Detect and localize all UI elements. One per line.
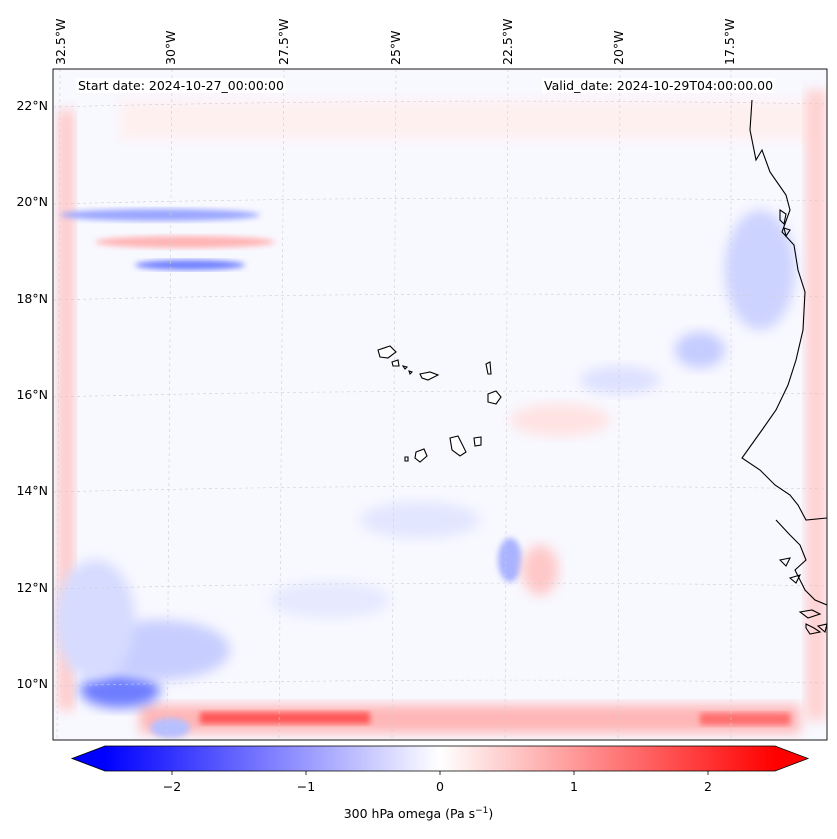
- colorbar-extend-min: [72, 746, 105, 771]
- colorbar-tick-label: 2: [704, 779, 712, 794]
- lat-label: 20°N: [16, 194, 48, 209]
- lon-label: 25°W: [388, 30, 403, 65]
- lon-label: 27.5°W: [276, 18, 291, 65]
- lat-label: 18°N: [16, 291, 48, 306]
- colorbar-gradient: [105, 746, 775, 771]
- lon-label: 17.5°W: [722, 18, 737, 65]
- map-frame: [52, 68, 828, 741]
- start-date-label: Start date: 2024-10-27_00:00:00: [76, 78, 286, 93]
- lon-label: 30°W: [163, 30, 178, 65]
- lat-label: 16°N: [16, 387, 48, 402]
- omega-field: [53, 69, 827, 740]
- coastline: [741, 99, 827, 635]
- colorbar-extend-max: [775, 746, 808, 771]
- lat-label: 14°N: [16, 483, 48, 498]
- colorbar-tick-label: 1: [570, 779, 578, 794]
- lat-label: 12°N: [16, 580, 48, 595]
- lat-label: 22°N: [16, 98, 48, 113]
- colorbar-tick-label: −1: [296, 779, 316, 794]
- colorbar-label: 300 hPa omega (Pa s−1): [0, 806, 837, 821]
- colorbar-outline: [70, 745, 810, 772]
- lon-label: 20°W: [611, 30, 626, 65]
- colorbar-label-suffix: ): [488, 806, 494, 822]
- colorbar-label-text: 300 hPa omega (Pa s: [343, 806, 476, 822]
- colorbar: [70, 745, 810, 775]
- colorbar-tick-label: −2: [162, 779, 182, 794]
- islands: [377, 345, 502, 463]
- colorbar-tick-label: 0: [436, 779, 444, 794]
- colorbar-label-superscript: −1: [475, 806, 489, 816]
- lat-label: 10°N: [16, 676, 48, 691]
- lon-label: 22.5°W: [500, 18, 515, 65]
- valid-date-label: Valid_date: 2024-10-29T04:00:00.00: [542, 78, 776, 93]
- lon-label: 32.5°W: [53, 18, 68, 65]
- graticule: [52, 68, 828, 741]
